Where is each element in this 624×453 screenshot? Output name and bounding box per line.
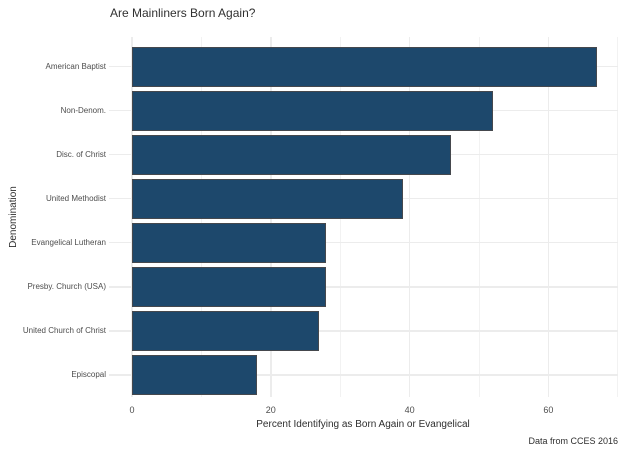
y-tick-label: United Church of Christ — [22, 326, 106, 336]
y-axis-title: Denomination — [8, 186, 19, 248]
x-tick-label: 0 — [129, 405, 135, 415]
y-tick-label: Non-Denom. — [60, 106, 106, 116]
chart-title: Are Mainliners Born Again? — [110, 6, 256, 20]
gridline-major-x40 — [408, 37, 411, 397]
y-tick-label: Disc. of Christ — [56, 150, 106, 160]
x-tick-label: 40 — [404, 405, 415, 415]
plot-panel — [109, 37, 619, 397]
gridline-major-x60 — [547, 37, 550, 397]
bar-disc-of-christ — [132, 134, 452, 175]
y-tick-label: Episcopal — [71, 370, 106, 380]
bar-united-methodist — [132, 178, 403, 219]
x-axis-title: Percent Identifying as Born Again or Eva… — [256, 419, 470, 430]
gridline-row-6 — [109, 330, 618, 332]
gridline-minor-x50 — [478, 37, 480, 397]
x-tick-label: 60 — [543, 405, 554, 415]
x-tick-label: 20 — [265, 405, 276, 415]
bar-episcopal — [132, 354, 257, 395]
gridline-row-4 — [109, 241, 618, 244]
gridline-minor-x70 — [617, 37, 619, 397]
y-tick-label: United Methodist — [45, 194, 106, 204]
y-tick-label: American Baptist — [45, 62, 106, 71]
y-tick-label: Presby. Church (USA) — [27, 282, 106, 292]
bar-united-church-of-christ — [132, 310, 320, 351]
gridline-row-5 — [109, 286, 618, 288]
bar-evangelical-lutheran — [132, 222, 327, 263]
bar-non-denom- — [132, 90, 493, 131]
gridline-row-7 — [109, 374, 618, 376]
chart-caption: Data from CCES 2016 — [528, 436, 618, 446]
bar-presby-church-usa- — [132, 266, 327, 307]
y-tick-label: Evangelical Lutheran — [31, 238, 106, 248]
bar-american-baptist — [132, 46, 597, 87]
